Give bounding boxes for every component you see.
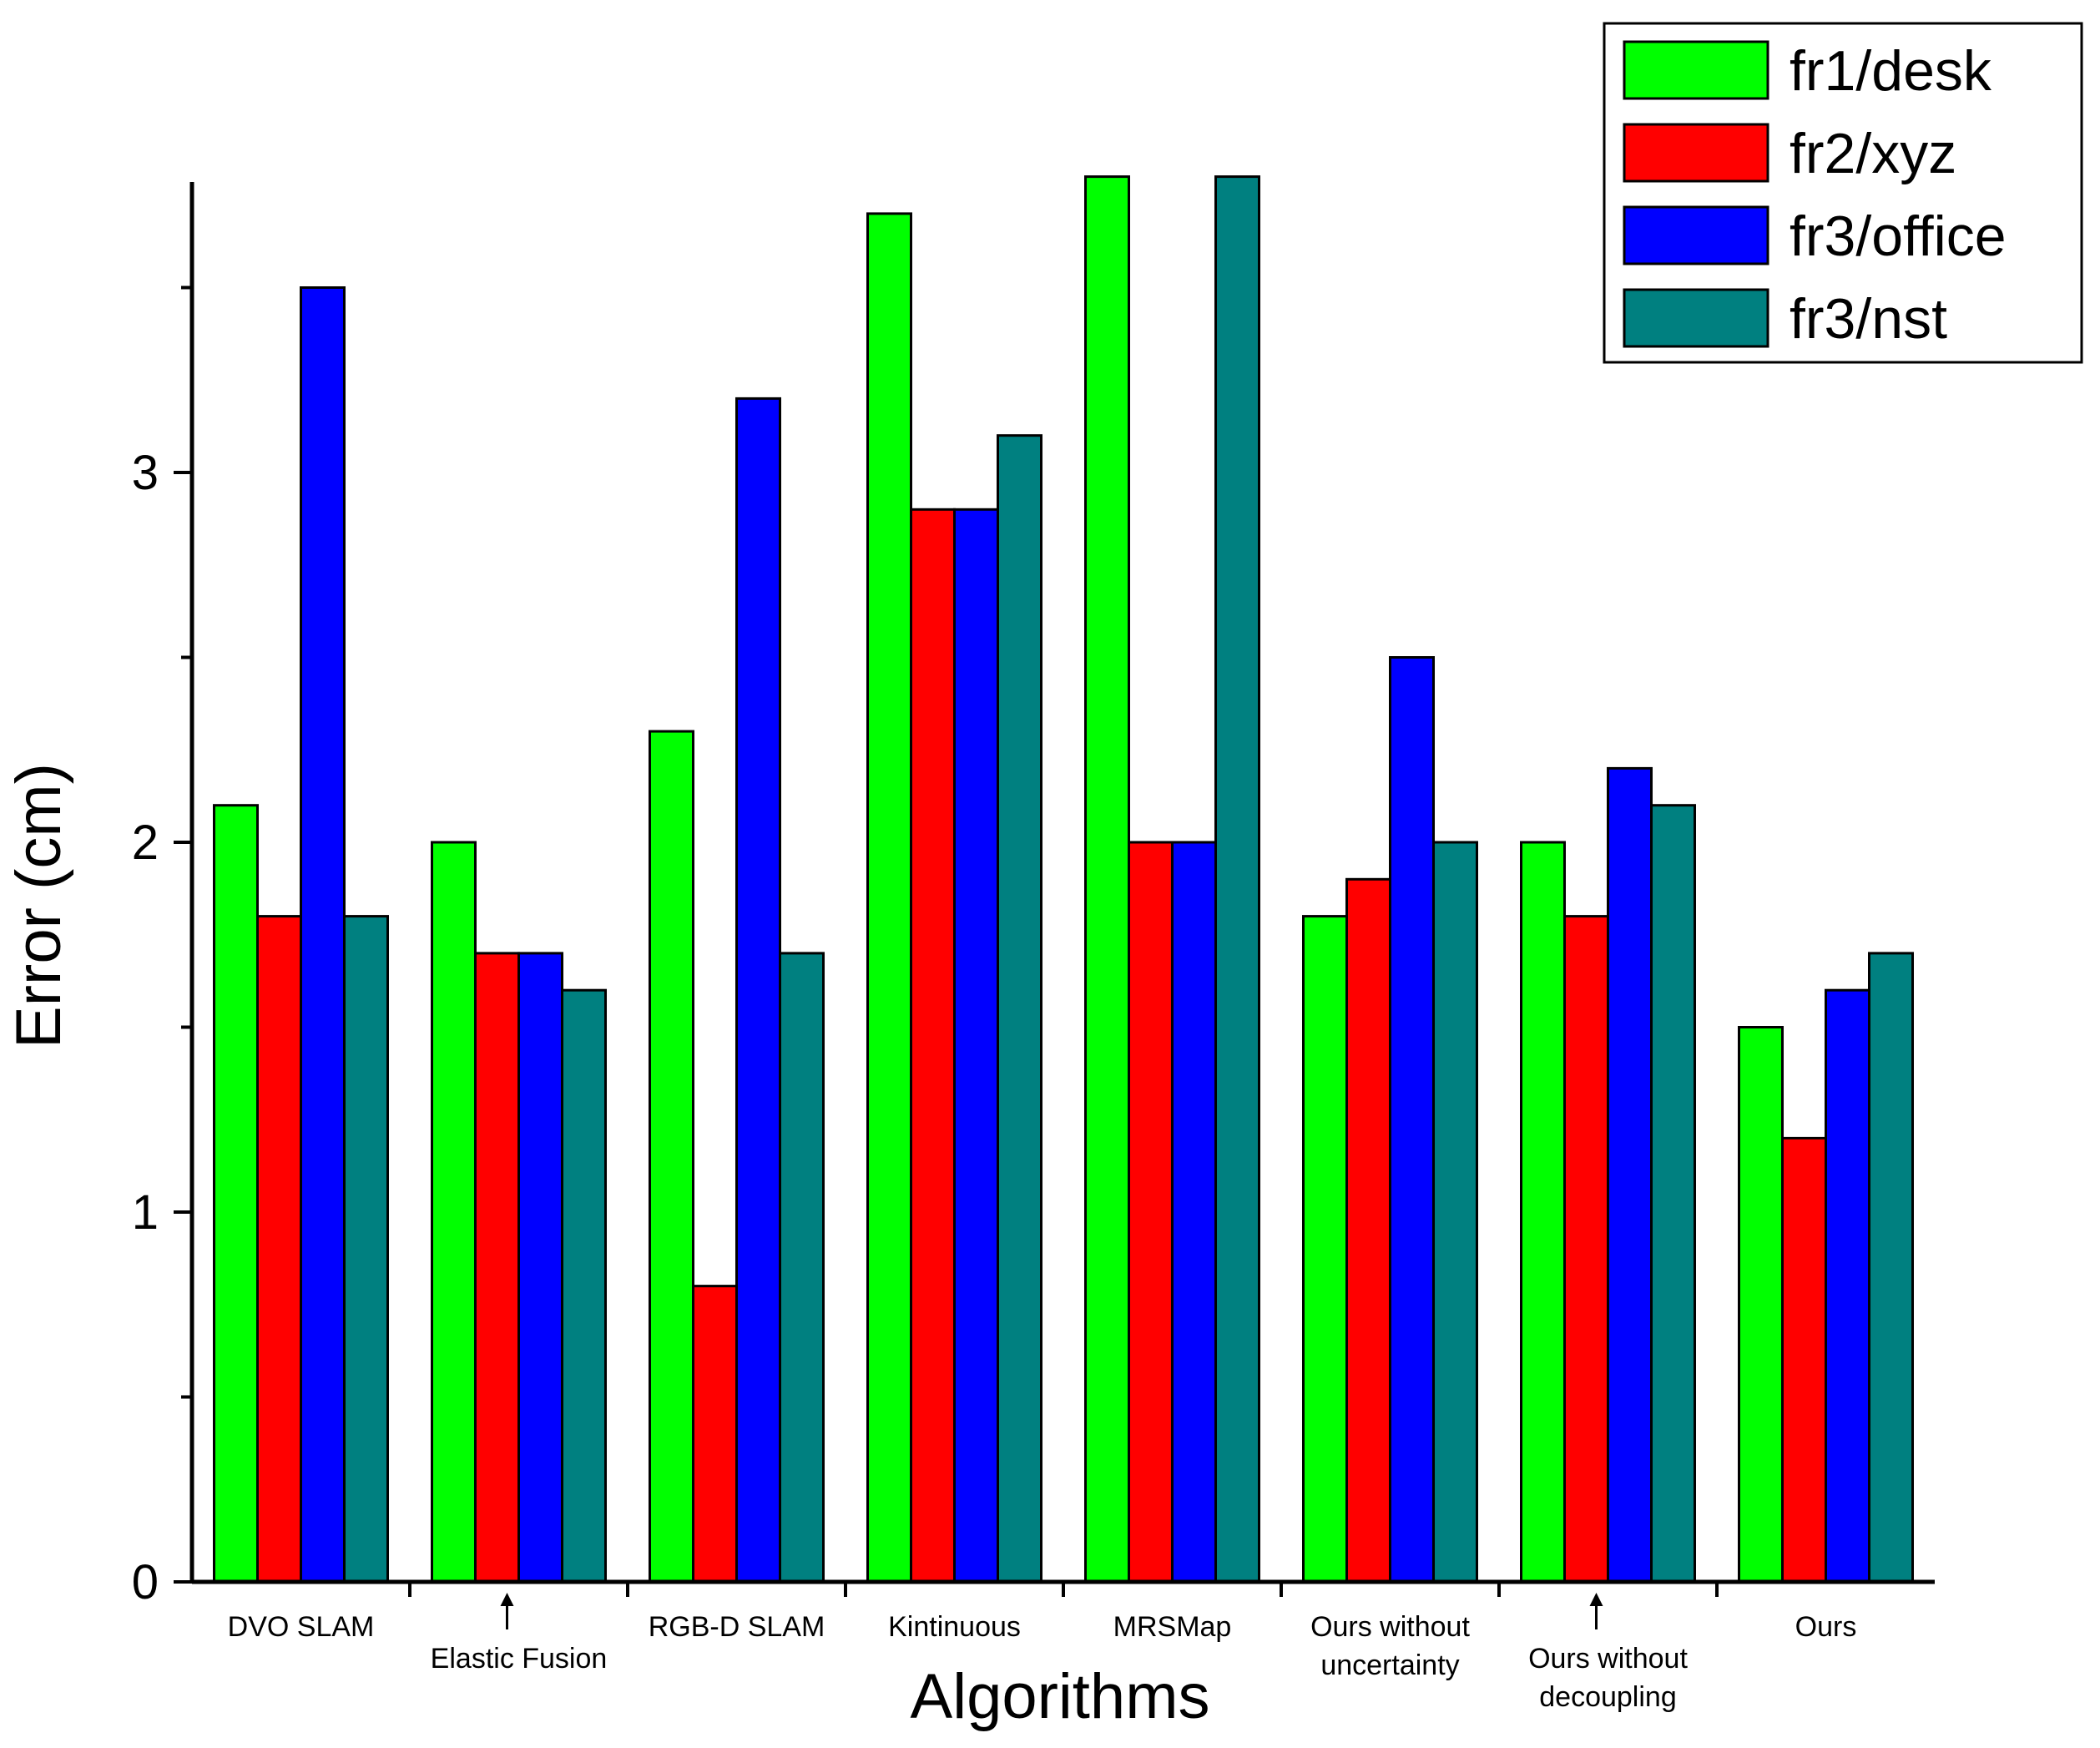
legend-label: fr1/desk [1790, 39, 1992, 103]
bar-fr3-nst-3 [997, 434, 1042, 1584]
x-tick-label: DVO SLAM [228, 1611, 375, 1643]
bar-fr3-nst-7 [1868, 952, 1914, 1584]
bar-fr3-office-1 [517, 952, 563, 1584]
bar-fr2-xyz-1 [474, 952, 520, 1584]
x-tick-label: Elastic Fusion [431, 1643, 608, 1675]
bar-fr1-desk-4 [1084, 175, 1130, 1584]
x-tick-label: RGB-D SLAM [649, 1611, 825, 1643]
legend-swatch [1623, 123, 1769, 183]
bar-fr1-desk-3 [866, 212, 912, 1584]
legend-swatch [1623, 205, 1769, 265]
legend-label: fr3/office [1790, 205, 2007, 268]
legend-label: fr2/xyz [1790, 122, 1956, 185]
x-tick-label: MRSMap [1113, 1611, 1232, 1643]
legend-swatch [1623, 288, 1769, 348]
label-arrowhead-icon [1589, 1593, 1603, 1606]
bar-fr1-desk-2 [649, 730, 694, 1584]
bar-fr1-desk-7 [1738, 1026, 1784, 1584]
bar-fr3-office-0 [300, 286, 346, 1584]
x-tick-label: Ours without [1528, 1643, 1688, 1675]
bar-fr1-desk-6 [1520, 841, 1566, 1584]
bar-fr1-desk-5 [1302, 915, 1348, 1584]
bar-fr3-nst-2 [779, 952, 825, 1584]
y-tick-label: 0 [132, 1555, 159, 1609]
bar-fr3-office-3 [953, 508, 999, 1584]
x-tick-label: decoupling [1539, 1681, 1676, 1713]
bar-fr2-xyz-4 [1128, 841, 1174, 1584]
y-tick-label: 1 [132, 1185, 159, 1240]
bar-fr3-office-4 [1171, 841, 1217, 1584]
legend: fr1/desk fr2/xyz fr3/office fr3/nst [1603, 22, 2083, 364]
y-tick-label: 3 [132, 446, 159, 500]
label-arrowhead-icon [500, 1593, 514, 1606]
bar-fr2-xyz-3 [910, 508, 956, 1584]
x-tick-label: uncertainty [1320, 1649, 1459, 1681]
bar-fr2-xyz-0 [256, 915, 302, 1584]
y-axis-title: Error (cm) [3, 763, 74, 1048]
x-tick-label: Ours without [1310, 1611, 1470, 1643]
bar-fr2-xyz-7 [1781, 1136, 1827, 1584]
bar-fr2-xyz-2 [692, 1285, 738, 1584]
axes-group: 0 1 2 3 [132, 182, 1935, 1609]
legend-swatch [1623, 40, 1769, 100]
bar-fr2-xyz-6 [1563, 915, 1609, 1584]
bar-fr3-office-5 [1389, 656, 1435, 1584]
bar-fr3-nst-5 [1432, 841, 1478, 1584]
bar-fr2-xyz-5 [1345, 877, 1391, 1584]
legend-label: fr3/nst [1790, 287, 1947, 351]
bar-fr3-nst-4 [1214, 175, 1260, 1584]
bar-fr1-desk-1 [431, 841, 477, 1584]
bar-fr3-nst-0 [343, 915, 389, 1584]
bar-fr3-nst-1 [561, 988, 607, 1584]
bar-fr3-nst-6 [1650, 804, 1696, 1584]
x-tick-labels: DVO SLAM Elastic Fusion RGB-D SLAM Kintinuo… [228, 1593, 1857, 1713]
x-axis-title: Algorithms [911, 1661, 1210, 1732]
y-tick-label: 2 [132, 816, 159, 870]
bar-fr3-office-2 [735, 397, 781, 1584]
x-tick-label: Kintinuous [888, 1611, 1021, 1643]
bar-fr1-desk-0 [213, 804, 259, 1584]
bar-fr3-office-6 [1607, 766, 1653, 1584]
bar-fr3-office-7 [1825, 988, 1870, 1584]
bars-group [213, 175, 1914, 1584]
x-tick-label: Ours [1795, 1611, 1857, 1643]
